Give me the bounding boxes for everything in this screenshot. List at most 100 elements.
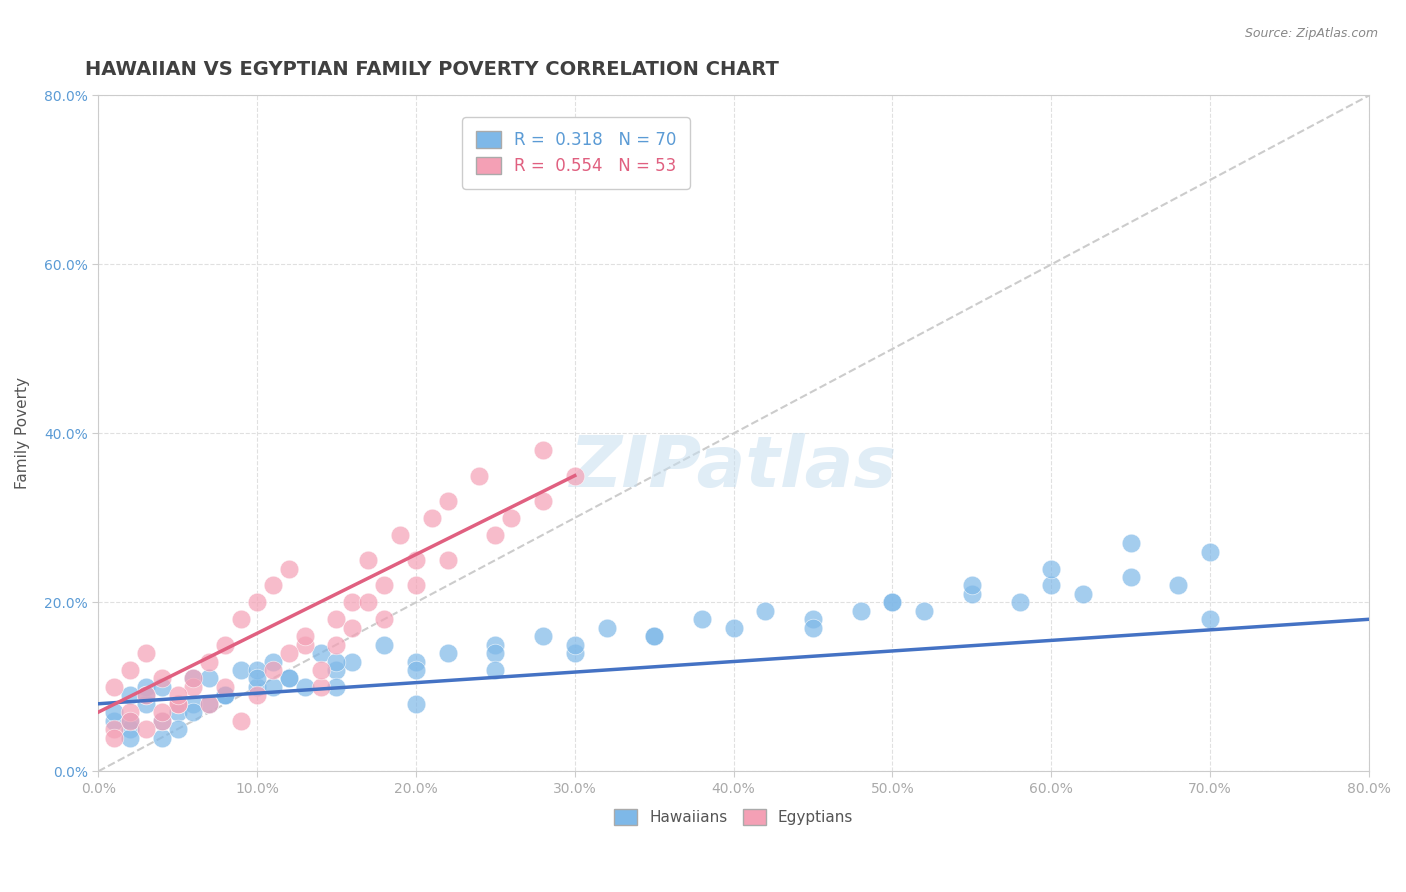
Point — [103, 731, 125, 745]
Point — [436, 553, 458, 567]
Point — [309, 646, 332, 660]
Point — [262, 578, 284, 592]
Point — [166, 697, 188, 711]
Point — [564, 638, 586, 652]
Point — [118, 731, 141, 745]
Point — [198, 672, 221, 686]
Point — [357, 595, 380, 609]
Point — [436, 494, 458, 508]
Point — [150, 714, 173, 728]
Point — [912, 604, 935, 618]
Point — [595, 621, 617, 635]
Point — [231, 612, 253, 626]
Point — [1119, 570, 1142, 584]
Point — [754, 604, 776, 618]
Point — [1167, 578, 1189, 592]
Point — [118, 714, 141, 728]
Point — [246, 672, 269, 686]
Point — [183, 697, 205, 711]
Point — [1119, 536, 1142, 550]
Point — [294, 680, 316, 694]
Point — [723, 621, 745, 635]
Point — [468, 468, 491, 483]
Point — [150, 680, 173, 694]
Point — [135, 722, 157, 736]
Y-axis label: Family Poverty: Family Poverty — [15, 377, 30, 490]
Point — [135, 680, 157, 694]
Point — [246, 663, 269, 677]
Point — [342, 655, 364, 669]
Point — [231, 663, 253, 677]
Point — [198, 697, 221, 711]
Point — [135, 688, 157, 702]
Point — [118, 722, 141, 736]
Point — [214, 688, 236, 702]
Point — [277, 672, 299, 686]
Point — [150, 672, 173, 686]
Point — [960, 578, 983, 592]
Point — [531, 629, 554, 643]
Point — [373, 638, 395, 652]
Point — [246, 680, 269, 694]
Point — [277, 672, 299, 686]
Text: Source: ZipAtlas.com: Source: ZipAtlas.com — [1244, 27, 1378, 40]
Point — [183, 672, 205, 686]
Point — [103, 705, 125, 719]
Point — [294, 629, 316, 643]
Point — [1040, 561, 1063, 575]
Point — [1199, 612, 1222, 626]
Point — [801, 612, 824, 626]
Point — [342, 621, 364, 635]
Point — [166, 697, 188, 711]
Point — [198, 697, 221, 711]
Point — [214, 688, 236, 702]
Point — [484, 528, 506, 542]
Point — [405, 697, 427, 711]
Point — [262, 663, 284, 677]
Point — [309, 680, 332, 694]
Point — [690, 612, 713, 626]
Text: ZIPatlas: ZIPatlas — [569, 433, 897, 501]
Point — [135, 646, 157, 660]
Point — [484, 638, 506, 652]
Point — [231, 714, 253, 728]
Point — [484, 646, 506, 660]
Point — [166, 705, 188, 719]
Point — [118, 688, 141, 702]
Point — [564, 468, 586, 483]
Point — [405, 655, 427, 669]
Point — [118, 705, 141, 719]
Point — [166, 688, 188, 702]
Point — [849, 604, 872, 618]
Point — [1008, 595, 1031, 609]
Point — [325, 663, 347, 677]
Point — [277, 561, 299, 575]
Point — [325, 655, 347, 669]
Point — [405, 553, 427, 567]
Point — [166, 722, 188, 736]
Point — [214, 688, 236, 702]
Point — [484, 663, 506, 677]
Point — [643, 629, 665, 643]
Point — [801, 621, 824, 635]
Legend: Hawaiians, Egyptians: Hawaiians, Egyptians — [607, 803, 859, 831]
Point — [135, 688, 157, 702]
Point — [389, 528, 412, 542]
Point — [103, 714, 125, 728]
Point — [1199, 544, 1222, 558]
Point — [643, 629, 665, 643]
Point — [103, 722, 125, 736]
Point — [150, 731, 173, 745]
Point — [373, 578, 395, 592]
Point — [198, 655, 221, 669]
Point — [183, 680, 205, 694]
Point — [294, 638, 316, 652]
Point — [183, 705, 205, 719]
Point — [325, 612, 347, 626]
Point — [262, 680, 284, 694]
Point — [531, 494, 554, 508]
Point — [214, 680, 236, 694]
Text: HAWAIIAN VS EGYPTIAN FAMILY POVERTY CORRELATION CHART: HAWAIIAN VS EGYPTIAN FAMILY POVERTY CORR… — [86, 60, 779, 78]
Point — [214, 638, 236, 652]
Point — [309, 663, 332, 677]
